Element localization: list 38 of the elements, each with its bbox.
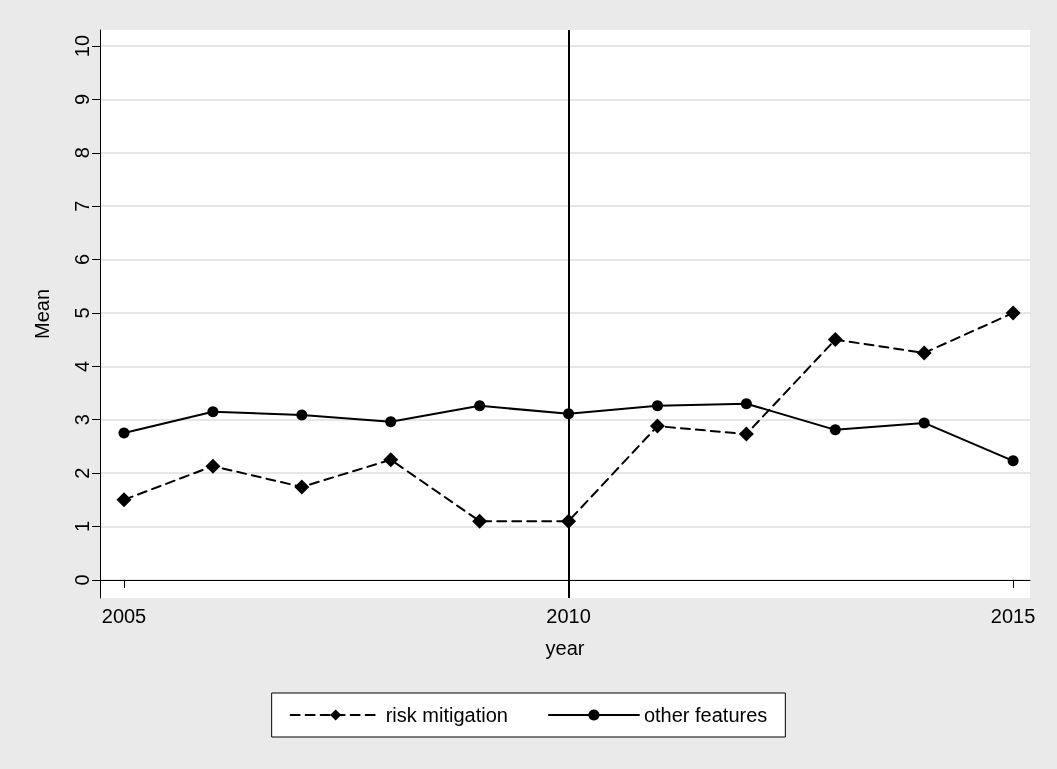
- y-tick-label: 8: [71, 147, 93, 159]
- y-tick-label: 2: [71, 467, 93, 479]
- x-axis-title: year: [545, 637, 585, 659]
- point: [918, 417, 930, 429]
- point: [385, 416, 397, 428]
- point: [738, 426, 754, 442]
- point: [207, 406, 219, 418]
- point: [916, 345, 932, 361]
- point: [474, 400, 486, 412]
- point: [649, 418, 665, 434]
- x-tick-label: 2010: [546, 605, 591, 627]
- point: [827, 332, 843, 348]
- y-tick-label: 4: [71, 360, 93, 372]
- y-axis-title: Mean: [31, 288, 53, 340]
- point: [116, 492, 132, 508]
- point: [383, 452, 399, 468]
- point: [294, 479, 310, 495]
- y-tick-label: 10: [71, 34, 93, 58]
- point: [651, 400, 663, 412]
- y-tick-label: 5: [71, 307, 93, 319]
- y-tick-label: 1: [71, 520, 93, 533]
- point: [740, 398, 752, 410]
- x-tick-label: 2005: [101, 605, 147, 627]
- point: [1005, 305, 1021, 321]
- y-tick-label: 7: [71, 200, 93, 212]
- y-tick-label: 6: [71, 253, 93, 266]
- point: [118, 427, 130, 439]
- legend-label: risk mitigation: [385, 704, 508, 726]
- legend-label: other features: [643, 704, 768, 726]
- point: [296, 409, 308, 421]
- point: [829, 424, 841, 436]
- point: [472, 513, 488, 529]
- y-tick-label: 0: [71, 574, 93, 586]
- point: [205, 458, 221, 474]
- y-tick-label: 9: [71, 93, 93, 105]
- x-tick-label: 2015: [990, 605, 1036, 627]
- point: [1007, 455, 1019, 467]
- y-tick-label: 3: [71, 414, 93, 426]
